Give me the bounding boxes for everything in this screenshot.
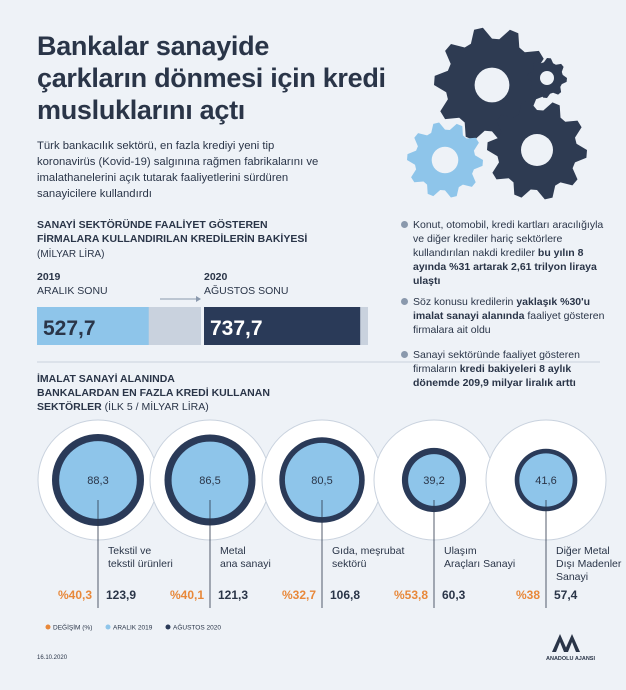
note: Konut, otomobil, kredi kartları aracılığ… (401, 218, 608, 288)
legend-swatch (45, 624, 51, 630)
bar (37, 307, 149, 345)
sector-name: Ulaşım Araçları Sanayi (444, 545, 516, 570)
note-text: yaklaşık %30'u imalat sanayi alanında (413, 296, 591, 322)
logo (552, 634, 580, 652)
note-text: kredi bakiyeleri 8 aylık dönemde 209,9 m… (413, 363, 576, 389)
circle-2019 (171, 441, 249, 519)
note-text: bu yılın 8 ayında %31 artarak 2,61 trily… (413, 247, 597, 287)
value-2020: 123,9 (106, 588, 136, 602)
value-2020: 106,8 (330, 588, 360, 602)
bar-label: 527,7 (43, 317, 96, 340)
year-label: 2019 ARALIK SONU (37, 270, 108, 298)
year: 2019 (37, 271, 61, 283)
note-text: Sanayi sektöründe faaliyet gösteren firm… (413, 349, 580, 375)
value-2019: 86,5 (199, 475, 220, 487)
sector-name: Metal ana sanayi (220, 545, 271, 570)
change: %40,1 (170, 588, 204, 602)
legend-swatch (105, 624, 111, 630)
agency: ANADOLU AJANSI (546, 656, 595, 662)
bullet (401, 298, 408, 305)
note-text: faaliyet gösteren firmalara ait oldu (413, 310, 605, 336)
legend-swatch (165, 624, 171, 630)
value-2019: 88,3 (87, 475, 108, 487)
year-label: 2020 AĞUSTOS SONU (204, 270, 288, 298)
value-2019: 39,2 (423, 475, 444, 487)
gear-hole (540, 71, 554, 85)
sector-name: Tekstil ve tekstil ürünleri (108, 545, 173, 570)
section-title: SANAYİ SEKTÖRÜNDE FAALİYET GÖSTEREN FİRM… (37, 219, 308, 245)
gear-hole (474, 67, 510, 103)
change: %38 (516, 588, 540, 602)
note-text: Söz konusu kredilerin (413, 296, 517, 308)
sectors-title: İMALAT SANAYİ ALANINDA BANKALARDAN EN FA… (37, 373, 270, 413)
value-2019: 41,6 (535, 475, 556, 487)
note: Söz konusu kredilerin yaklaşık %30'u ima… (401, 295, 608, 337)
year: 2020 (204, 271, 228, 283)
gear-hole (521, 134, 553, 166)
bullet (401, 351, 408, 358)
unit: (İLK 5 / MİLYAR LİRA) (101, 401, 209, 413)
change: %40,3 (58, 588, 92, 602)
value-2020: 60,3 (442, 588, 466, 602)
legend-label: DEĞİŞİM (%) (53, 623, 92, 632)
note-text: Konut, otomobil, kredi kartları aracılığ… (413, 219, 604, 259)
circle-2019 (519, 453, 573, 507)
title: Bankalar sanayide çarkların dönmesi için… (37, 31, 386, 125)
circle-2019 (59, 441, 137, 519)
change: %32,7 (282, 588, 316, 602)
legend-label: AĞUSTOS 2020 (173, 623, 221, 632)
subtitle: Türk bankacılık sektörü, en fazla krediy… (37, 140, 319, 200)
legend-label: ARALIK 2019 (113, 625, 153, 632)
period: ARALIK SONU (37, 285, 108, 297)
section-title: İMALAT SANAYİ ALANINDA BANKALARDAN EN FA… (37, 372, 270, 414)
bar (204, 307, 361, 345)
value-2020: 121,3 (218, 588, 248, 602)
date: 16.10.2020 (37, 655, 68, 661)
note: Sanayi sektöründe faaliyet gösteren firm… (401, 348, 608, 390)
arrow-head (196, 296, 201, 302)
gear-hole (431, 146, 459, 174)
sector-name: Diğer Metal Dışı Madenler Sanayi (556, 545, 622, 583)
value-2019: 80,5 (311, 475, 332, 487)
bar-label: 737,7 (210, 317, 263, 340)
bullet (401, 221, 408, 228)
change: %53,8 (394, 588, 428, 602)
unit: (MİLYAR LİRA) (37, 249, 105, 260)
circle-2019 (408, 454, 460, 506)
circle-2019 (284, 442, 360, 518)
sector-name: Gıda, meşrubat sektörü (332, 545, 405, 570)
value-2020: 57,4 (554, 588, 578, 602)
period: AĞUSTOS SONU (204, 285, 289, 297)
